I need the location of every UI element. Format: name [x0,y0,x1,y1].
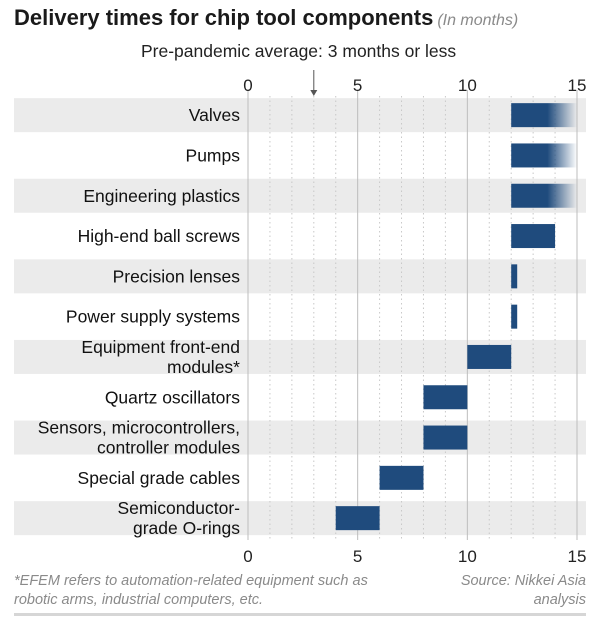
chart-area: 0 0 5 5 10 10 15 15 Valves Pumps Engineering plast… [14,70,587,566]
row-band [14,420,586,455]
category-label: Sensors, microcontrollers, [38,418,240,438]
x-tick-label-bottom: 10 [458,547,477,566]
chart-title: Delivery times for chip tool components(… [14,5,518,31]
delivery-range-bar [467,344,512,369]
category-label: Precision lenses [113,266,241,286]
row-band [14,259,586,294]
category-label: Pumps [186,145,241,165]
category-label: Quartz oscillators [105,387,240,407]
row-band [14,178,586,213]
x-tick-label-top: 0 [243,76,252,95]
category-label: High-end ball screws [78,226,241,246]
category-label: Semiconductor- [117,498,240,518]
footnote: *EFEM refers to automation-related equip… [14,573,368,608]
row-band [14,501,586,536]
chart-units-note: (In months) [437,12,519,29]
delivery-range-bar [511,183,577,208]
delivery-range-bar [511,103,577,128]
x-tick-label-bottom: 15 [568,547,587,566]
delivery-range-bar [511,264,518,289]
category-label: Valves [189,105,240,125]
category-label: Equipment front-end [81,337,240,357]
chart-title-text: Delivery times for chip tool components [14,5,434,30]
category-label: grade O-rings [133,518,240,538]
x-tick-label-bottom: 5 [353,547,362,566]
category-label: controller modules [97,438,240,458]
category-label: Special grade cables [78,468,241,488]
x-tick-label-top: 15 [568,76,587,95]
category-label: modules* [167,357,240,377]
delivery-range-bar [511,143,577,168]
pre-pandemic-annotation: Pre-pandemic average: 3 months or less [141,41,457,61]
row-band [14,98,586,133]
reference-marker-arrowhead [310,90,318,96]
source-note: Source: Nikkei Asia analysis [460,573,586,608]
delivery-range-bar [423,425,468,450]
x-tick-label-top: 5 [353,76,362,95]
category-label: Engineering plastics [83,186,240,206]
delivery-range-bar [335,506,380,531]
delivery-range-bar [423,385,468,410]
delivery-range-bar [511,304,518,329]
delivery-range-bar [511,224,556,249]
delivery-range-bar [379,465,424,490]
x-tick-label-bottom: 0 [243,547,252,566]
bottom-divider [14,613,586,616]
category-label: Power supply systems [66,307,240,327]
x-tick-label-top: 10 [458,76,477,95]
